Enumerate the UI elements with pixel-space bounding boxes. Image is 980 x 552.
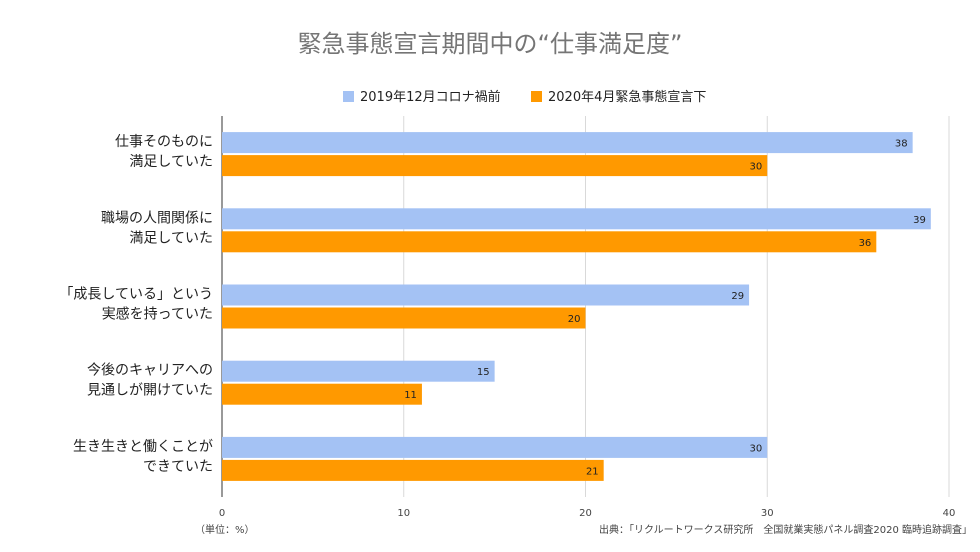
bar — [222, 208, 931, 230]
data-label: 20 — [568, 314, 581, 325]
category-label: 今後のキャリアへの — [87, 363, 213, 379]
data-label: 11 — [404, 390, 417, 401]
x-tick-label: 30 — [761, 508, 774, 519]
legend-swatch-2019 — [343, 91, 354, 102]
grid — [221, 116, 950, 497]
bar — [222, 155, 768, 177]
bar — [222, 360, 495, 382]
bar — [222, 436, 768, 458]
data-label: 15 — [477, 367, 490, 378]
bar — [222, 459, 604, 481]
source-note: 出典：「リクルートワークス研究所 全国就業実態パネル調査2020 臨時追跡調査」 — [599, 523, 972, 536]
bars: 38 30 39 36 29 20 15 11 30 21 — [222, 132, 931, 481]
bar — [222, 383, 422, 405]
data-label: 30 — [750, 162, 763, 173]
data-label: 39 — [913, 215, 926, 226]
category-label: 見通しが開けていた — [87, 383, 213, 399]
legend-swatch-2020 — [531, 91, 542, 102]
category-label: できていた — [143, 459, 213, 475]
category-label: 生き生きと働くことが — [73, 439, 213, 455]
category-label: 仕事そのものに — [115, 134, 213, 150]
x-tick-label: 0 — [219, 508, 225, 519]
bar — [222, 231, 877, 253]
x-tick-label: 40 — [943, 508, 956, 519]
data-label: 30 — [750, 443, 763, 454]
x-tick-label: 20 — [579, 508, 592, 519]
category-label: 「成長している」という — [59, 287, 213, 303]
category-label: 満足していた — [129, 230, 213, 246]
data-label: 38 — [895, 139, 908, 150]
data-label: 36 — [859, 238, 872, 249]
bar — [222, 307, 586, 329]
x-axis-ticks: 0 10 20 30 40 — [219, 508, 956, 519]
category-label: 職場の人間関係に — [101, 210, 213, 226]
category-labels: 仕事そのものに満足していた職場の人間関係に満足していた「成長している」という実感… — [59, 134, 213, 475]
legend-label-2019: 2019年12月コロナ禍前 — [360, 89, 501, 105]
legend-label-2020: 2020年4月緊急事態宣言下 — [548, 89, 706, 105]
category-label: 実感を持っていた — [102, 306, 213, 323]
x-tick-label: 10 — [397, 508, 410, 519]
bar — [222, 284, 750, 306]
data-label: 29 — [731, 291, 744, 302]
legend: 2019年12月コロナ禍前 2020年4月緊急事態宣言下 — [343, 89, 706, 105]
data-label: 21 — [586, 466, 599, 477]
chart-title: 緊急事態宣言期間中の“仕事満足度” — [298, 30, 683, 58]
bar — [222, 132, 913, 154]
category-label: 満足していた — [129, 154, 213, 170]
unit-note: （単位：%） — [195, 523, 255, 536]
